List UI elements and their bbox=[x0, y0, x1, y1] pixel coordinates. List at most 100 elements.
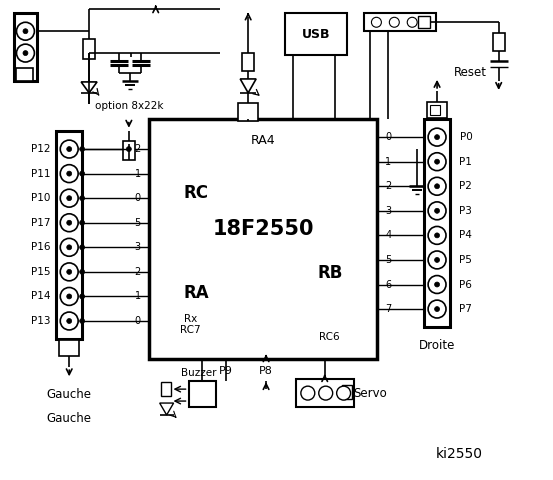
Circle shape bbox=[80, 319, 85, 324]
Text: P5: P5 bbox=[460, 255, 472, 265]
Circle shape bbox=[428, 251, 446, 269]
Text: P17: P17 bbox=[30, 218, 50, 228]
Text: RC6: RC6 bbox=[320, 333, 340, 342]
Circle shape bbox=[60, 214, 78, 232]
Bar bbox=[424, 119, 450, 327]
Circle shape bbox=[428, 300, 446, 318]
Text: P13: P13 bbox=[30, 316, 50, 326]
Circle shape bbox=[372, 17, 382, 27]
Text: Rx
RC7: Rx RC7 bbox=[180, 314, 201, 336]
Circle shape bbox=[60, 263, 78, 281]
Text: Gauche: Gauche bbox=[46, 388, 92, 401]
Circle shape bbox=[60, 239, 78, 256]
Text: P15: P15 bbox=[30, 267, 50, 277]
Circle shape bbox=[80, 146, 85, 152]
Circle shape bbox=[67, 146, 72, 152]
Circle shape bbox=[428, 276, 446, 293]
Circle shape bbox=[60, 189, 78, 207]
Circle shape bbox=[435, 307, 440, 312]
Text: P1: P1 bbox=[460, 156, 472, 167]
Circle shape bbox=[67, 319, 72, 324]
Text: P11: P11 bbox=[30, 168, 50, 179]
Text: 2: 2 bbox=[134, 267, 141, 277]
Text: 1: 1 bbox=[135, 168, 141, 179]
Bar bbox=[13, 13, 38, 81]
Circle shape bbox=[17, 22, 34, 40]
Text: 0: 0 bbox=[135, 193, 141, 203]
Text: 1: 1 bbox=[135, 291, 141, 301]
Bar bbox=[149, 119, 377, 360]
Circle shape bbox=[17, 44, 34, 62]
Text: 3: 3 bbox=[135, 242, 141, 252]
Circle shape bbox=[67, 269, 72, 275]
Text: 1: 1 bbox=[385, 156, 392, 167]
Bar bbox=[242, 53, 254, 71]
Circle shape bbox=[127, 146, 132, 152]
Bar bbox=[123, 141, 135, 160]
Text: P0: P0 bbox=[460, 132, 472, 142]
Circle shape bbox=[67, 171, 72, 176]
Text: ki2550: ki2550 bbox=[435, 447, 482, 461]
Circle shape bbox=[60, 140, 78, 158]
Text: 3: 3 bbox=[385, 206, 392, 216]
Text: RB: RB bbox=[317, 264, 342, 282]
Text: 6: 6 bbox=[385, 279, 392, 289]
Circle shape bbox=[60, 165, 78, 182]
Circle shape bbox=[301, 386, 315, 400]
Circle shape bbox=[428, 202, 446, 220]
Circle shape bbox=[67, 196, 72, 201]
Bar bbox=[83, 39, 95, 59]
Bar bbox=[364, 13, 436, 31]
Text: RA4: RA4 bbox=[251, 134, 275, 147]
Text: 2: 2 bbox=[134, 144, 141, 154]
Bar bbox=[15, 68, 33, 81]
Text: 5: 5 bbox=[134, 218, 141, 228]
Circle shape bbox=[80, 171, 85, 176]
Bar bbox=[342, 385, 352, 399]
Text: Gauche: Gauche bbox=[46, 412, 92, 425]
Circle shape bbox=[60, 312, 78, 330]
Bar bbox=[427, 102, 447, 118]
Text: P6: P6 bbox=[460, 279, 472, 289]
Circle shape bbox=[428, 177, 446, 195]
Circle shape bbox=[80, 269, 85, 275]
Text: P4: P4 bbox=[460, 230, 472, 240]
Bar bbox=[238, 103, 258, 120]
Text: P8: P8 bbox=[259, 366, 273, 376]
Text: P7: P7 bbox=[460, 304, 472, 314]
Text: 7: 7 bbox=[385, 304, 392, 314]
Circle shape bbox=[23, 50, 28, 56]
Bar bbox=[296, 379, 353, 407]
Text: P3: P3 bbox=[460, 206, 472, 216]
Text: P12: P12 bbox=[30, 144, 50, 154]
Circle shape bbox=[319, 386, 333, 400]
Circle shape bbox=[67, 245, 72, 250]
Text: P9: P9 bbox=[220, 366, 233, 376]
Bar bbox=[161, 382, 171, 396]
Text: Buzzer: Buzzer bbox=[181, 368, 216, 378]
Text: 0: 0 bbox=[135, 316, 141, 326]
Circle shape bbox=[435, 208, 440, 213]
Circle shape bbox=[60, 288, 78, 305]
Circle shape bbox=[435, 282, 440, 287]
Circle shape bbox=[337, 386, 351, 400]
Circle shape bbox=[428, 227, 446, 244]
Bar bbox=[56, 131, 82, 339]
Bar bbox=[418, 16, 430, 28]
Circle shape bbox=[67, 220, 72, 225]
Text: Servo: Servo bbox=[353, 386, 387, 400]
Circle shape bbox=[23, 29, 28, 34]
Text: 5: 5 bbox=[385, 255, 392, 265]
Circle shape bbox=[67, 294, 72, 299]
Circle shape bbox=[80, 196, 85, 201]
Circle shape bbox=[435, 233, 440, 238]
Circle shape bbox=[435, 135, 440, 140]
Text: Droite: Droite bbox=[419, 339, 455, 352]
Text: P10: P10 bbox=[30, 193, 50, 203]
Circle shape bbox=[428, 153, 446, 170]
Text: option 8x22k: option 8x22k bbox=[95, 101, 163, 111]
Circle shape bbox=[428, 128, 446, 146]
Circle shape bbox=[435, 184, 440, 189]
Text: 0: 0 bbox=[385, 132, 392, 142]
Circle shape bbox=[80, 245, 85, 250]
